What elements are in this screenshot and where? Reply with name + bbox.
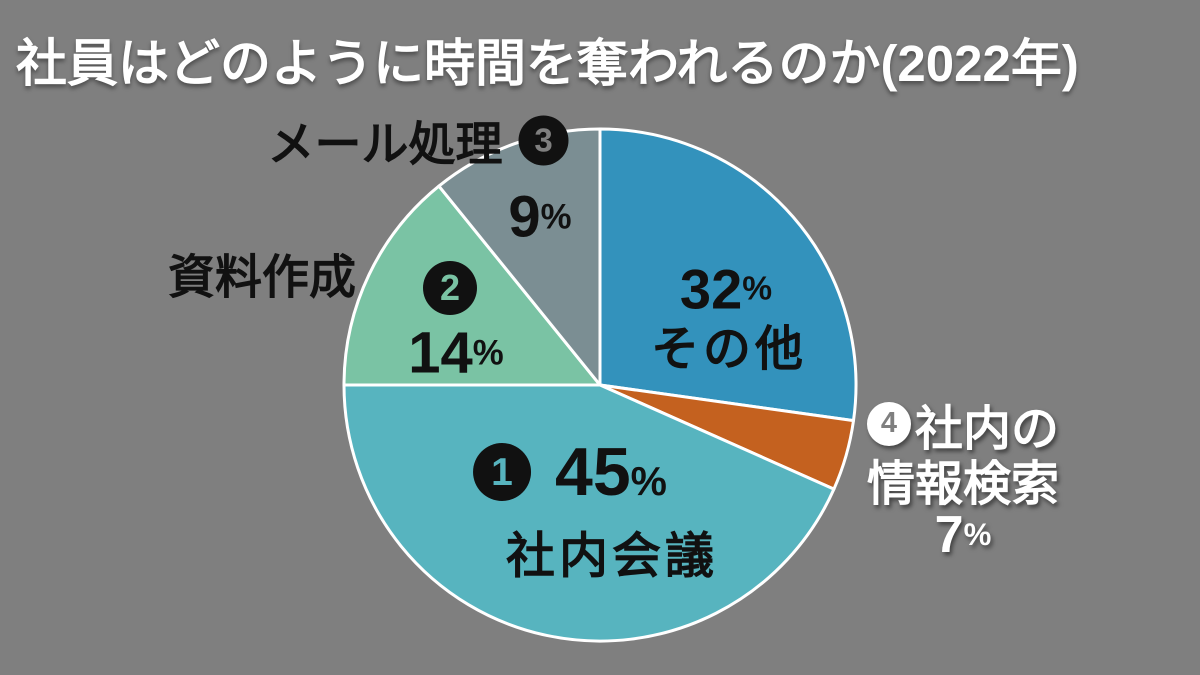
circled-4-badge-icon: 4 [866,401,911,446]
percent-sign: % [630,458,667,504]
value-search: 7% [935,506,992,564]
others-percent-number: 32 [679,257,743,321]
value-docs: 14% [408,320,503,387]
chart-title: 社員はどのように時間を奪われるのか(2022年) [16,35,1079,92]
mail-percent-number: 9 [508,184,541,250]
pie-slice-others [598,127,858,423]
circled-2-badge-icon: 2 [423,261,477,315]
percent-sign: % [963,517,992,552]
meetings-percent-number: 45 [555,434,631,510]
search-percent-number: 7 [934,506,964,564]
percent-sign: % [472,333,504,372]
value-others: 32% [680,257,772,322]
value-mail: 9% [508,184,571,251]
circled-3-badge-icon: 3 [518,115,569,165]
percent-sign: % [742,270,773,307]
docs-badge-wrap: 2 [423,261,477,315]
docs-percent-number: 14 [408,320,473,386]
search-name-line1: 社内の [914,402,1060,456]
label-mail: メール処理 3 [268,106,569,175]
circled-1-badge-icon: 1 [473,443,532,501]
pie-slice-meetings [342,383,836,643]
others-name: その他 [650,323,808,376]
label-docs: 資料作成 [168,250,356,304]
percent-sign: % [540,197,572,236]
meetings-name: 社内会議 [505,529,719,584]
meetings-percent: 45% [555,433,667,511]
pie-slice-mail [437,127,602,387]
search-name-line2: 情報検索 [866,457,1060,511]
label-meetings: 1 45% [473,433,667,511]
search-line1: 4 社内の [866,396,1059,456]
mail-label: メール処理 [267,117,503,171]
label-search: 4 社内の 情報検索 7% [866,396,1060,564]
